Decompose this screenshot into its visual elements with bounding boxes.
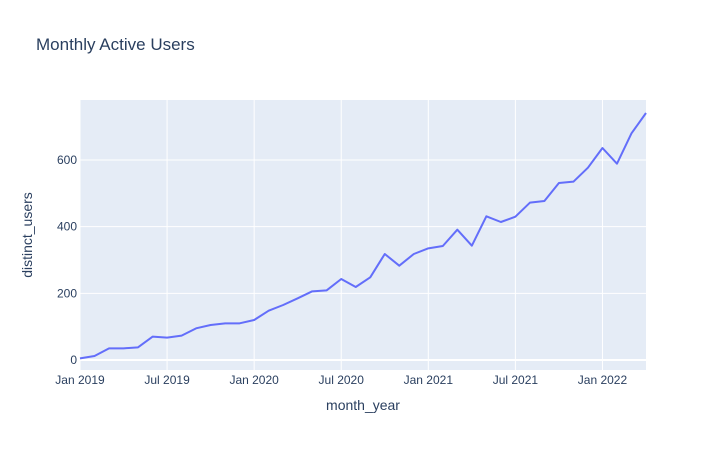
x-tick-label: Jan 2019 [55,373,105,387]
x-axis-ticks: Jan 2019 Jul 2019 Jan 2020 Jul 2020 Jan 2021… [55,373,627,387]
y-axis-ticks: 0 200 400 600 [57,153,77,367]
y-tick-label: 400 [57,220,77,234]
series-line-distinct_users [79,112,647,360]
y-tick-label: 0 [70,353,77,367]
y-tick-label: 600 [57,153,77,167]
x-tick-label: Jul 2021 [493,373,539,387]
x-tick-label: Jan 2022 [578,373,628,387]
x-tick-label: Jul 2019 [144,373,190,387]
x-tick-label: Jan 2021 [404,373,454,387]
chart-title: Monthly Active Users [36,35,195,54]
plot-area [80,100,646,370]
grid-lines [79,100,646,370]
y-axis-label: distinct_users [19,192,35,278]
series-layer [79,112,647,360]
x-tick-label: Jan 2020 [229,373,279,387]
x-axis-label: month_year [326,397,400,413]
y-tick-label: 200 [57,286,77,300]
x-tick-label: Jul 2020 [319,373,365,387]
